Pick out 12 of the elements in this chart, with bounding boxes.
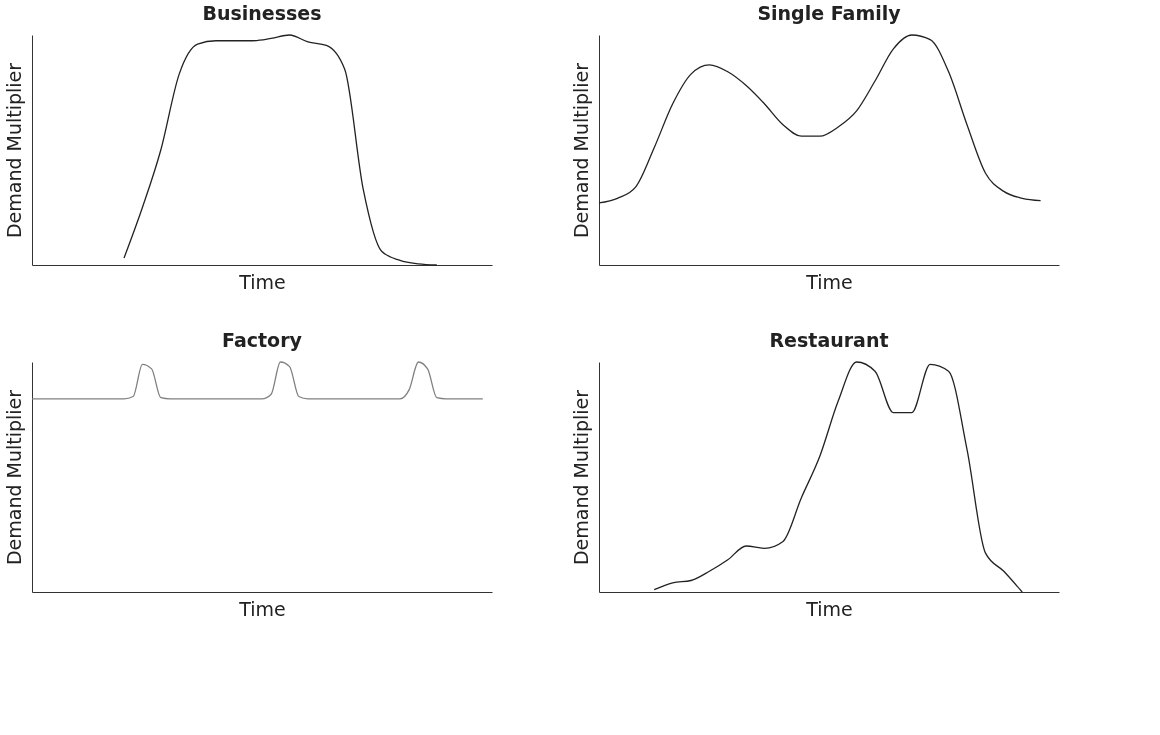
y-axis-title: Demand Multiplier xyxy=(2,389,25,566)
x-axis-title: Time xyxy=(805,270,853,293)
chart-title: Businesses xyxy=(202,2,322,25)
chart-title: Factory xyxy=(222,329,303,352)
y-axis-title: Demand Multiplier xyxy=(569,389,592,566)
chart-title: Single Family xyxy=(757,2,902,25)
y-axis-title: Demand Multiplier xyxy=(569,62,592,239)
x-axis-title: Time xyxy=(238,597,286,620)
x-axis-title: Time xyxy=(805,597,853,620)
y-axis-title: Demand Multiplier xyxy=(2,62,25,239)
chart-title: Restaurant xyxy=(769,329,889,352)
x-axis-title: Time xyxy=(238,270,286,293)
